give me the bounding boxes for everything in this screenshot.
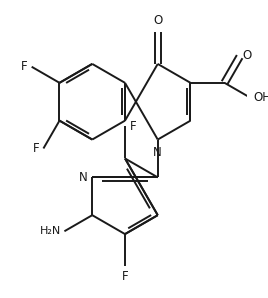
Text: F: F — [33, 142, 40, 155]
Text: F: F — [122, 270, 128, 283]
Text: F: F — [129, 120, 136, 133]
Text: N: N — [79, 171, 88, 184]
Text: O: O — [153, 14, 162, 27]
Text: H₂N: H₂N — [40, 226, 61, 236]
Text: F: F — [21, 60, 28, 73]
Text: OH: OH — [253, 91, 268, 105]
Text: O: O — [242, 49, 252, 62]
Text: N: N — [153, 146, 162, 159]
